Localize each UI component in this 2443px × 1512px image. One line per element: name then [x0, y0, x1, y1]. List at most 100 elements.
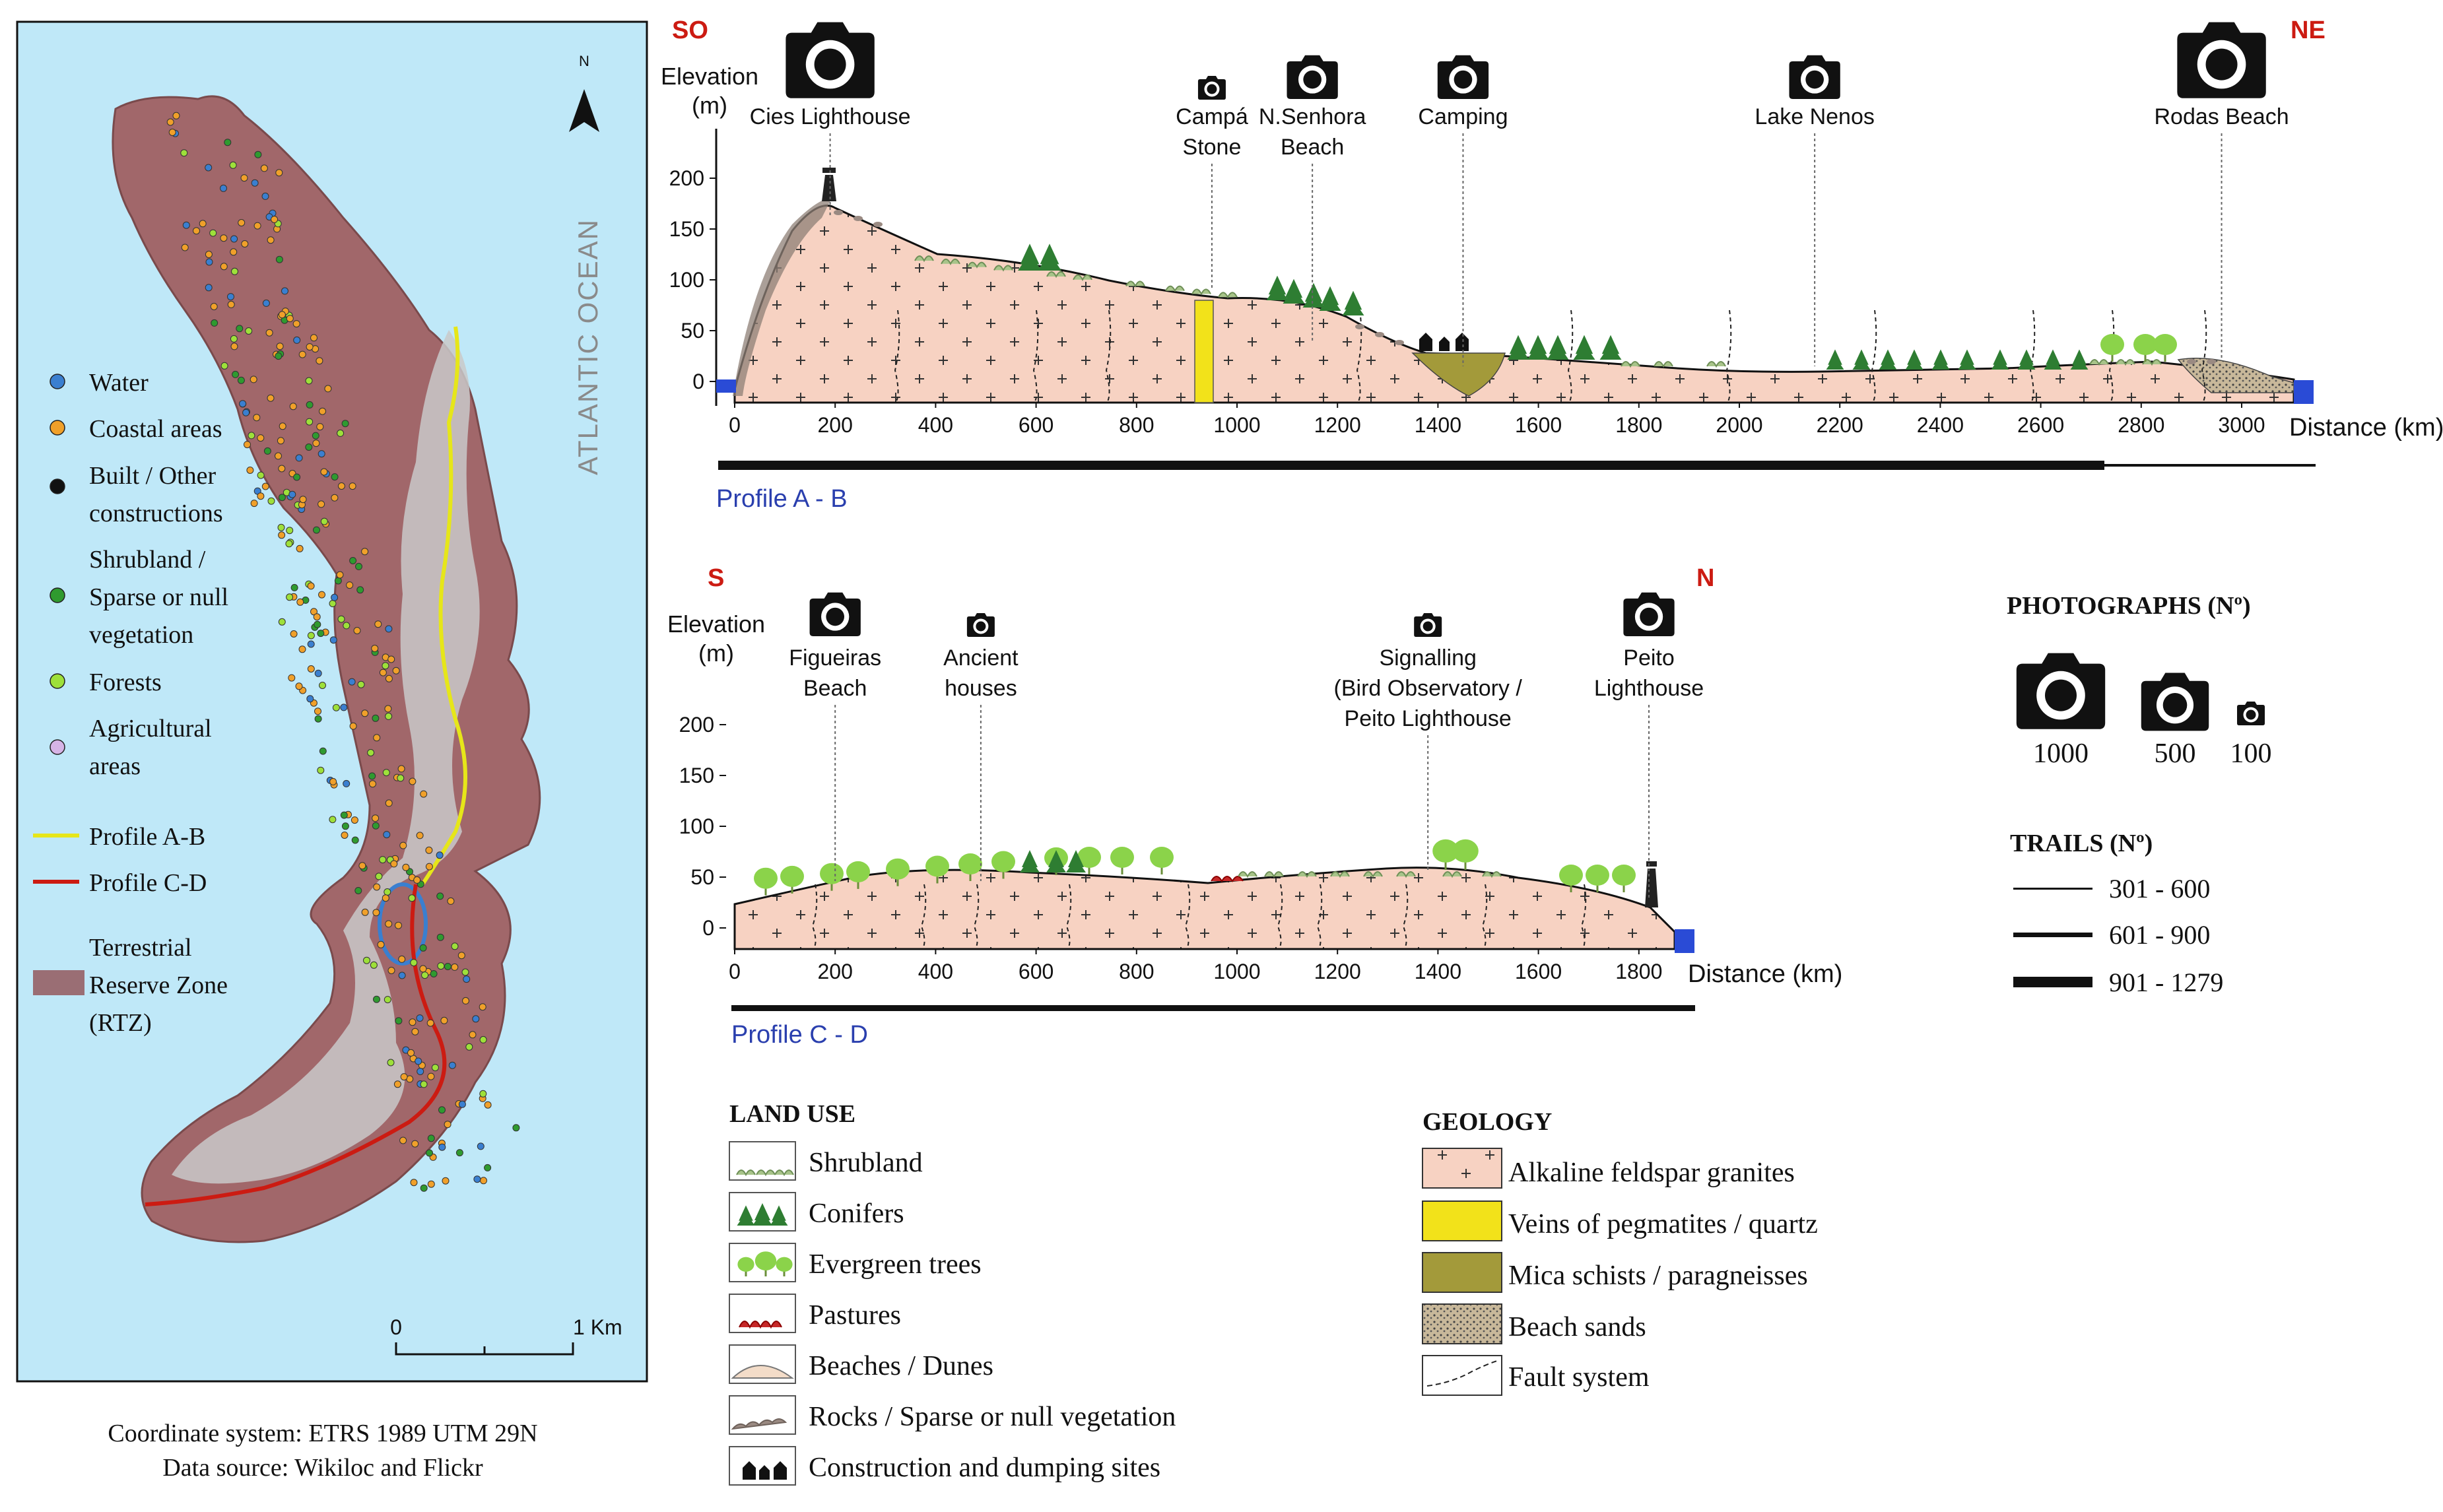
trails-title: TRAILS (Nº) — [2010, 830, 2153, 857]
photo-camera-icon — [1789, 55, 1840, 99]
map-point — [331, 593, 339, 601]
map-point — [373, 883, 381, 891]
photo-size-100-label: 100 — [2230, 739, 2272, 769]
map-point — [237, 376, 245, 384]
conifer-tree — [1066, 850, 1086, 872]
map-point — [305, 377, 313, 385]
profile-cd-vegetation — [754, 839, 1636, 948]
evergreen-tree — [2133, 334, 2157, 355]
shrub — [1621, 361, 1640, 368]
y-tick-label: 50 — [681, 319, 704, 343]
map-point — [372, 822, 380, 830]
x-tick-label: 1800 — [1615, 413, 1662, 437]
map-point — [457, 952, 465, 960]
map-panel: N ATLANTIC OCEAN Water Coastal areas Bui… — [16, 20, 648, 1482]
map-point — [306, 418, 314, 426]
map-point — [180, 149, 188, 157]
map-point — [319, 682, 326, 689]
photo-camera-icon — [1414, 613, 1442, 637]
photo-label: Camping — [1418, 104, 1508, 129]
evergreen-tree — [846, 861, 870, 882]
profile-ab-lighthouse-icon — [822, 168, 836, 201]
conifer-tree — [1302, 282, 1325, 308]
map-point — [320, 517, 328, 525]
conifer-tree — [1018, 244, 1042, 271]
map-point — [251, 179, 259, 187]
map-point — [343, 779, 351, 787]
map-point — [241, 240, 249, 247]
map-point — [390, 860, 398, 868]
map-point — [444, 1121, 452, 1129]
map-point — [334, 577, 342, 585]
photo-camera-icon — [1623, 592, 1675, 636]
profile-cd-name: Profile C - D — [731, 1021, 868, 1049]
map-point — [317, 766, 325, 774]
photo-label: N.Senhora — [1259, 104, 1366, 129]
map-point — [448, 1061, 456, 1069]
profile-ab-water-right — [2294, 380, 2314, 404]
evergreen-tree — [1077, 847, 1101, 868]
evergreen-tree — [958, 853, 982, 875]
x-tick-label: 1200 — [1314, 960, 1361, 983]
map-point — [205, 258, 213, 266]
map-point — [419, 965, 427, 973]
map-point — [238, 219, 246, 226]
profile-ab-name: Profile A - B — [716, 485, 848, 513]
geology-mica-swatch — [1422, 1252, 1502, 1293]
map-point — [337, 482, 345, 490]
shrub — [1191, 288, 1211, 296]
map-points — [166, 112, 520, 1192]
map-point — [240, 174, 248, 182]
map-point — [312, 440, 320, 447]
profile-ab-photos: Cies Lighthouse Campá Stone N.Senhora Beach C… — [750, 22, 2289, 366]
trail-class-2-line — [2013, 933, 2092, 937]
map-point — [367, 749, 375, 756]
profile-cd-ytitle-2: (m) — [698, 640, 734, 667]
map-point — [398, 955, 406, 963]
map-point — [168, 129, 176, 136]
map-point — [375, 872, 383, 880]
evergreen-tree — [776, 1257, 793, 1272]
map-point — [224, 139, 232, 147]
shrub — [1264, 871, 1284, 878]
map-point — [411, 1140, 419, 1148]
ocean-label: ATLANTIC OCEAN — [572, 218, 603, 475]
fault-line — [1871, 310, 1877, 402]
x-tick-label: 800 — [1119, 960, 1154, 983]
map-point — [253, 222, 261, 230]
fault-line — [920, 884, 927, 948]
y-tick-label: 0 — [692, 370, 704, 393]
hillshade-relief — [172, 330, 480, 1184]
y-tick-label: 150 — [679, 764, 714, 787]
profile-ab-mica-schists — [1411, 352, 1506, 397]
map-point — [336, 571, 344, 579]
map-point — [276, 343, 284, 350]
map-point — [230, 343, 238, 350]
fault-line — [1032, 310, 1039, 402]
x-tick-label: 600 — [1019, 413, 1054, 437]
map-point — [248, 432, 255, 440]
rocks-icon — [731, 1418, 787, 1430]
map-point — [257, 434, 265, 442]
map-point — [415, 1057, 422, 1065]
photo-label: Signalling — [1379, 645, 1476, 671]
x-tick-label: 400 — [918, 960, 953, 983]
fault-line — [1316, 884, 1323, 948]
map-point — [484, 1164, 492, 1171]
north-label: N — [579, 53, 589, 69]
fault-line — [1184, 884, 1191, 948]
map-point — [395, 1017, 403, 1025]
geology-fault-line — [1426, 1360, 1498, 1387]
photo-label: Cies Lighthouse — [750, 104, 911, 129]
map-point — [417, 1068, 424, 1075]
fault-line — [973, 884, 980, 948]
map-point — [205, 251, 213, 258]
map-point — [462, 997, 469, 1004]
map-point — [205, 284, 213, 292]
map-point — [447, 897, 455, 905]
map-point — [436, 933, 444, 941]
x-tick-label: 2400 — [1917, 413, 1964, 437]
rock — [853, 216, 863, 221]
map-point — [312, 432, 319, 440]
evergreen-tree — [2100, 334, 2124, 355]
